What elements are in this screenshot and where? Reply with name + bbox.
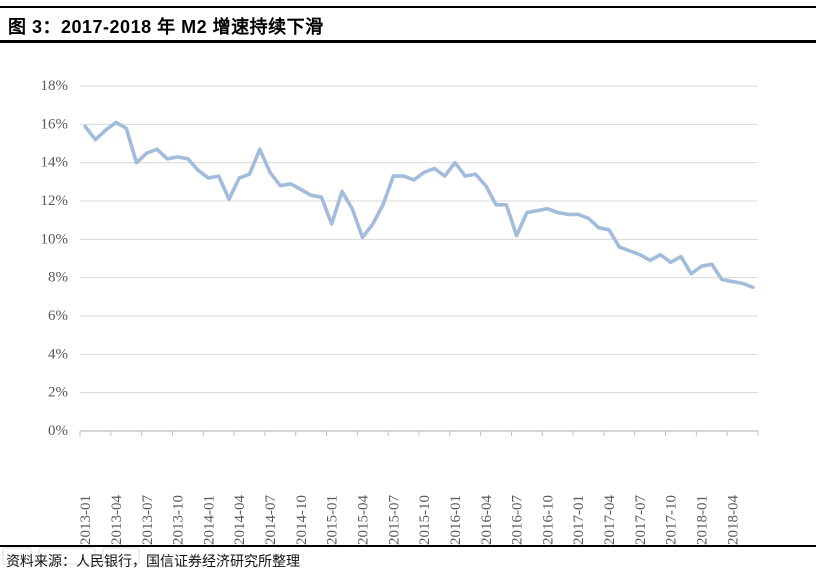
- footer-divider: [0, 545, 816, 547]
- y-tick-label: 16%: [41, 116, 69, 132]
- y-tick-label: 8%: [48, 270, 68, 286]
- source-note: 资料来源：人民银行，国信证券经济研究所整理: [6, 555, 300, 570]
- x-tick-label: 2014-04: [232, 495, 248, 545]
- x-tick-label: 2015-04: [356, 495, 372, 545]
- x-tick-label: 2014-07: [263, 495, 279, 545]
- x-tick-label: 2016-01: [448, 495, 464, 545]
- y-tick-label: 2%: [48, 385, 68, 401]
- y-tick-label: 0%: [48, 423, 68, 439]
- x-tick-label: 2017-04: [602, 495, 618, 545]
- y-tick-label: 12%: [41, 193, 69, 209]
- x-tick-label: 2013-07: [140, 495, 156, 545]
- y-tick-label: 18%: [41, 78, 69, 94]
- x-tick-label: 2018-01: [695, 495, 711, 545]
- x-tick-label: 2013-04: [109, 495, 125, 545]
- y-tick-label: 4%: [48, 346, 68, 362]
- x-tick-label: 2015-07: [386, 495, 402, 545]
- x-tick-label: 2016-07: [510, 495, 526, 545]
- x-tick-label: 2015-01: [325, 495, 341, 545]
- m2-series-line: [83, 120, 755, 290]
- x-tick-label: 2014-10: [294, 495, 310, 545]
- y-tick-label: 6%: [48, 308, 68, 324]
- m2-growth-line-chart: 18% 16% 14% 12% 10% 8% 6% 4% 2% 0% 2013-01 2013-04 2…: [41, 78, 759, 545]
- x-tick-label: 2015-10: [417, 495, 433, 545]
- x-tick-label: 2013-10: [171, 495, 187, 545]
- x-tick-label: 2017-07: [633, 495, 649, 545]
- x-tick-label: 2016-04: [479, 495, 495, 545]
- x-tick-label: 2017-01: [571, 495, 587, 545]
- title-divider: [0, 40, 816, 43]
- x-tick-label: 2017-10: [664, 495, 680, 545]
- x-tick-label: 2016-10: [540, 495, 556, 545]
- x-tick-label: 2018-04: [725, 495, 741, 545]
- figure-title: 图 3：2017-2018 年 M2 增速持续下滑: [8, 17, 324, 37]
- x-tick-label: 2014-01: [201, 495, 217, 545]
- y-tick-label: 10%: [41, 231, 69, 247]
- x-tick-label: 2013-01: [78, 495, 94, 545]
- top-divider: [0, 6, 816, 8]
- y-tick-label: 14%: [41, 155, 69, 171]
